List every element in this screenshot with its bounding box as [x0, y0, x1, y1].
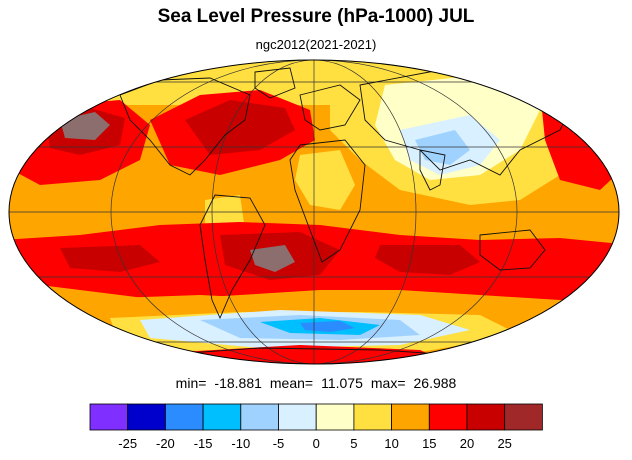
field-indian-darkred: [375, 245, 480, 275]
plot-title: Sea Level Pressure (hPa-1000) JUL: [157, 6, 475, 27]
colorbar-tick-label: -20: [156, 436, 175, 451]
colorbar-box: [202, 403, 242, 431]
colorbar-box: [127, 403, 166, 431]
colorbar-tick-label: 5: [350, 436, 357, 451]
coast-europe: [299, 84, 361, 131]
statistics-line: min= -18.881 mean= 11.075 max= 26.988: [0, 375, 632, 391]
globe-outline: [8, 59, 620, 365]
colorbar-box: [466, 403, 506, 431]
min-label: min=: [175, 375, 207, 391]
colorbar-tick-label: -25: [118, 436, 137, 451]
coast-australia: [479, 229, 546, 271]
meridian-ring-1: [211, 60, 417, 364]
colorbar-box: [240, 403, 279, 431]
meridian-ring-2: [110, 60, 518, 364]
coast-south-america: [199, 194, 266, 320]
coast-greenland: [254, 67, 296, 99]
colorbar-tick-label: 0: [313, 436, 320, 451]
colorbar-box: [278, 403, 317, 431]
colorbar-tick-label: 20: [460, 436, 474, 451]
mean-value: 11.075: [321, 375, 363, 391]
plot-subtitle: ngc2012(2021-2021): [255, 37, 377, 52]
colorbar-tick-label: 25: [497, 436, 511, 451]
max-value: 26.988: [413, 375, 457, 391]
field-africa-yellow: [295, 150, 355, 210]
colorbar-box: [391, 403, 430, 431]
colorbar-box: [353, 403, 392, 431]
colorbar-tick-label: -15: [194, 436, 213, 451]
colorbar-tick-label: -5: [273, 436, 285, 451]
field-natlantic-darkred: [185, 100, 295, 155]
colorbar-tick-label: 15: [422, 436, 436, 451]
colorbar-box: [315, 403, 355, 431]
max-label: max=: [370, 375, 406, 391]
colorbar-box: [428, 403, 468, 431]
coast-north-america: [119, 77, 251, 176]
mean-label: mean=: [269, 375, 314, 391]
colorbar-box: [504, 403, 543, 431]
field-spacific-darkred: [60, 245, 160, 272]
coast-india: [419, 149, 446, 191]
colorbar-tick-label: -10: [231, 436, 250, 451]
min-value: -18.881: [214, 375, 262, 391]
colorbar-tick-label: 10: [384, 436, 398, 451]
colorbar-box: [164, 403, 204, 431]
field-south-core: [250, 245, 295, 272]
field-asia-lightblue: [415, 130, 470, 165]
colorbar-box: [89, 403, 129, 431]
coast-africa: [289, 139, 366, 263]
